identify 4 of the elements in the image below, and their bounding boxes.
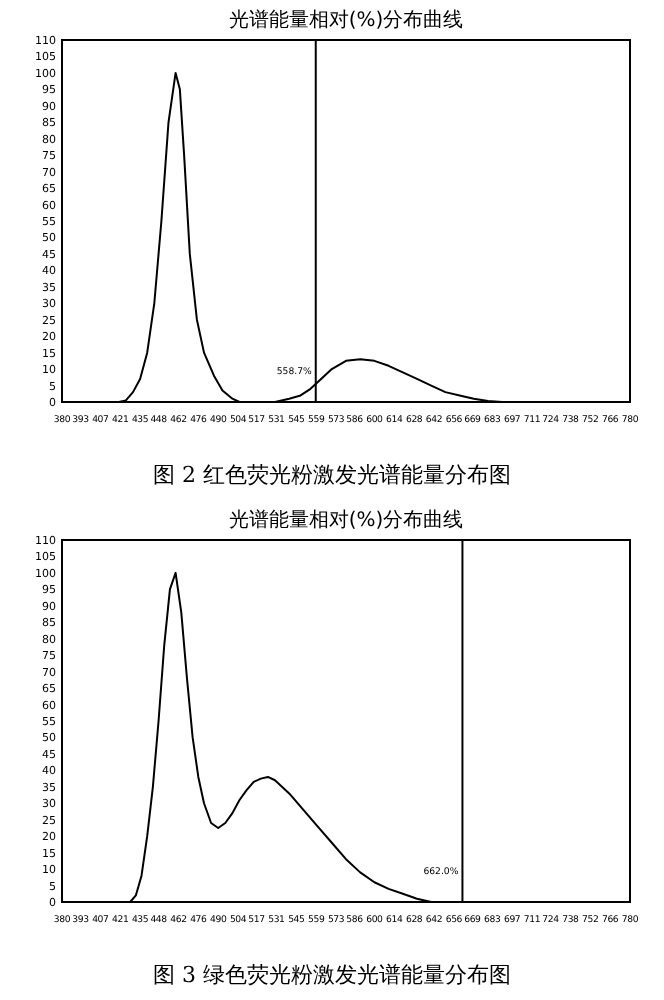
chart-title: 光谱能量相对(%)分布曲线 — [228, 508, 464, 532]
chart-title: 光谱能量相对(%)分布曲线 — [228, 8, 464, 32]
caption: 图 2 红色荧光粉激发光谱能量分布图 — [153, 462, 511, 488]
caption: 图 3 绿色荧光粉激发光谱能量分布图 — [153, 962, 511, 988]
